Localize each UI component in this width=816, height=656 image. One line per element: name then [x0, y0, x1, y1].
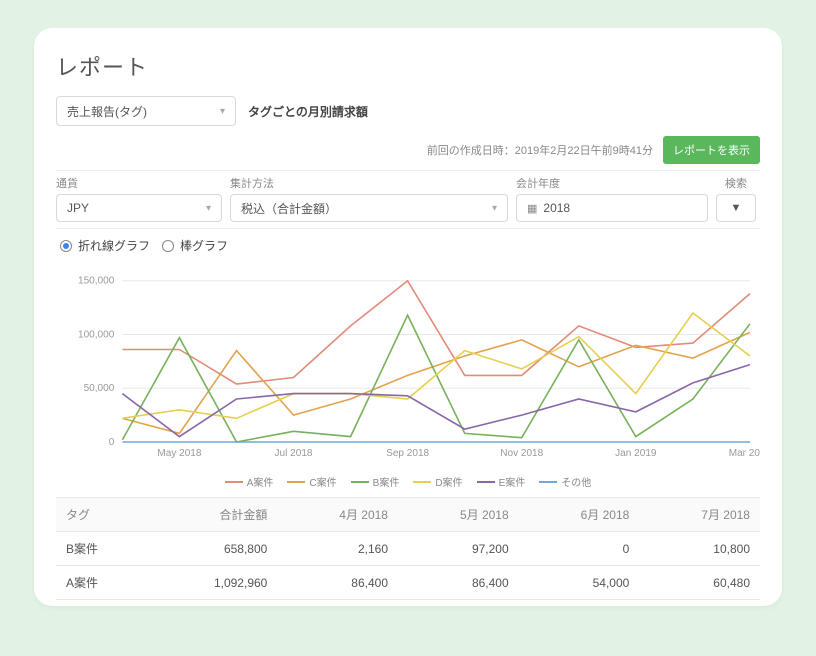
report-type-row: 売上報告(タグ) ▾ タグごとの月別請求額: [56, 96, 760, 126]
bar-chart-label: 棒グラフ: [180, 237, 228, 254]
chevron-down-icon: ▾: [206, 203, 211, 214]
line-chart: 0 50,000 100,000 150,000 May 2018 Jul 2018 Sep…: [56, 260, 760, 470]
table-row: A案件1,092,96086,40086,40054,00060,480: [56, 566, 760, 600]
legend-item[interactable]: E案件: [477, 474, 526, 489]
legend-item[interactable]: その他: [539, 474, 591, 489]
search-filter: 検索 ▼: [712, 171, 760, 228]
report-card: レポート 売上報告(タグ) ▾ タグごとの月別請求額 前回の作成日時：2019年…: [34, 28, 782, 606]
aggregation-label: 集計方法: [230, 175, 508, 191]
filter-bar: 通貨 JPY ▾ 集計方法 税込（合計金額） ▾ 会計年度 ▦ 2018 検索 …: [56, 170, 760, 229]
table-header-row: タグ合計金額4月 20185月 20186月 20187月 2018: [56, 498, 760, 532]
page-title: レポート: [56, 50, 760, 82]
bar-chart-radio[interactable]: [162, 240, 174, 252]
svg-text:Mar 2019: Mar 2019: [729, 448, 760, 459]
svg-text:Nov 2018: Nov 2018: [500, 448, 543, 459]
svg-text:0: 0: [109, 437, 115, 448]
aggregation-select[interactable]: 税込（合計金額） ▾: [230, 194, 508, 222]
table-column-header: 6月 2018: [519, 498, 640, 532]
table-cell: C案件: [56, 600, 148, 607]
line-chart-label: 折れ線グラフ: [78, 237, 150, 254]
chart-area: 0 50,000 100,000 150,000 May 2018 Jul 2018 Sep…: [56, 260, 760, 470]
filter-icon: ▼: [731, 202, 742, 214]
aggregation-filter: 集計方法 税込（合計金額） ▾: [226, 171, 512, 228]
aggregation-value: 税込（合計金額）: [241, 200, 337, 217]
fiscal-year-select[interactable]: ▦ 2018: [516, 194, 708, 222]
svg-text:Jul 2018: Jul 2018: [275, 448, 313, 459]
timestamp-row: 前回の作成日時：2019年2月22日午前9時41分 レポートを表示: [56, 136, 760, 164]
calendar-icon: ▦: [527, 202, 537, 215]
currency-label: 通貨: [56, 175, 222, 191]
table-cell: 658,800: [148, 532, 277, 566]
table-cell: 10,800: [639, 532, 760, 566]
table-column-header: 合計金額: [148, 498, 277, 532]
table-cell: 60,480: [639, 566, 760, 600]
last-generated-timestamp: 前回の作成日時：2019年2月22日午前9時41分: [427, 142, 653, 158]
table-cell: 23,760: [277, 600, 398, 607]
data-table: タグ合計金額4月 20185月 20186月 20187月 2018 B案件65…: [56, 497, 760, 606]
chart-type-toggle: 折れ線グラフ 棒グラフ: [56, 229, 760, 260]
line-chart-radio[interactable]: [60, 240, 72, 252]
fiscal-year-value: 2018: [543, 201, 697, 215]
fiscal-year-filter: 会計年度 ▦ 2018: [512, 171, 712, 228]
svg-text:Jan 2019: Jan 2019: [615, 448, 657, 459]
svg-text:Sep 2018: Sep 2018: [386, 448, 429, 459]
table-column-header: 4月 2018: [277, 498, 398, 532]
legend-item[interactable]: B案件: [351, 474, 400, 489]
svg-text:50,000: 50,000: [84, 383, 115, 394]
search-button[interactable]: ▼: [716, 194, 756, 222]
table-cell: 97,200: [398, 532, 519, 566]
table-cell: 108,000: [639, 600, 760, 607]
table-cell: 0: [519, 532, 640, 566]
table-cell: 86,400: [398, 566, 519, 600]
currency-value: JPY: [67, 201, 89, 215]
svg-text:100,000: 100,000: [78, 330, 115, 341]
table-column-header: 5月 2018: [398, 498, 519, 532]
table-cell: B案件: [56, 532, 148, 566]
legend-item[interactable]: D案件: [413, 474, 462, 489]
table-column-header: 7月 2018: [639, 498, 760, 532]
report-type-select[interactable]: 売上報告(タグ) ▾: [56, 96, 236, 126]
chevron-down-icon: ▾: [220, 106, 225, 117]
table-column-header: タグ: [56, 498, 148, 532]
svg-text:May 2018: May 2018: [157, 448, 202, 459]
report-type-value: 売上報告(タグ): [67, 103, 147, 120]
chart-legend: A案件 C案件 B案件 D案件 E案件その他: [56, 470, 760, 497]
table-cell: 88,560: [519, 600, 640, 607]
svg-text:150,000: 150,000: [78, 276, 115, 287]
fiscal-year-label: 会計年度: [516, 175, 708, 191]
table-cell: 4,320: [398, 600, 519, 607]
currency-filter: 通貨 JPY ▾: [56, 171, 226, 228]
currency-select[interactable]: JPY ▾: [56, 194, 222, 222]
table-row: B案件658,8002,16097,200010,800: [56, 532, 760, 566]
table-cell: 1,092,960: [148, 566, 277, 600]
table-cell: 756,000: [148, 600, 277, 607]
legend-item[interactable]: A案件: [225, 474, 274, 489]
table-cell: 2,160: [277, 532, 398, 566]
chevron-down-icon: ▾: [492, 203, 497, 214]
show-report-button[interactable]: レポートを表示: [663, 136, 760, 164]
table-row: C案件756,00023,7604,32088,560108,000: [56, 600, 760, 607]
legend-item[interactable]: C案件: [287, 474, 336, 489]
table-cell: 54,000: [519, 566, 640, 600]
report-subtitle: タグごとの月別請求額: [248, 103, 368, 120]
search-label: 検索: [716, 175, 756, 191]
table-cell: A案件: [56, 566, 148, 600]
table-body: B案件658,8002,16097,200010,800A案件1,092,960…: [56, 532, 760, 607]
table-cell: 86,400: [277, 566, 398, 600]
